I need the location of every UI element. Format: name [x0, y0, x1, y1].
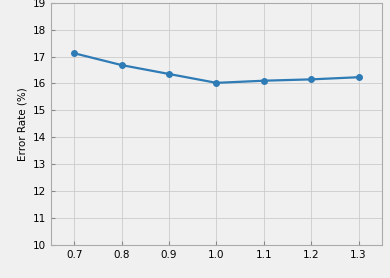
Y-axis label: Error Rate (%): Error Rate (%)	[17, 87, 27, 161]
